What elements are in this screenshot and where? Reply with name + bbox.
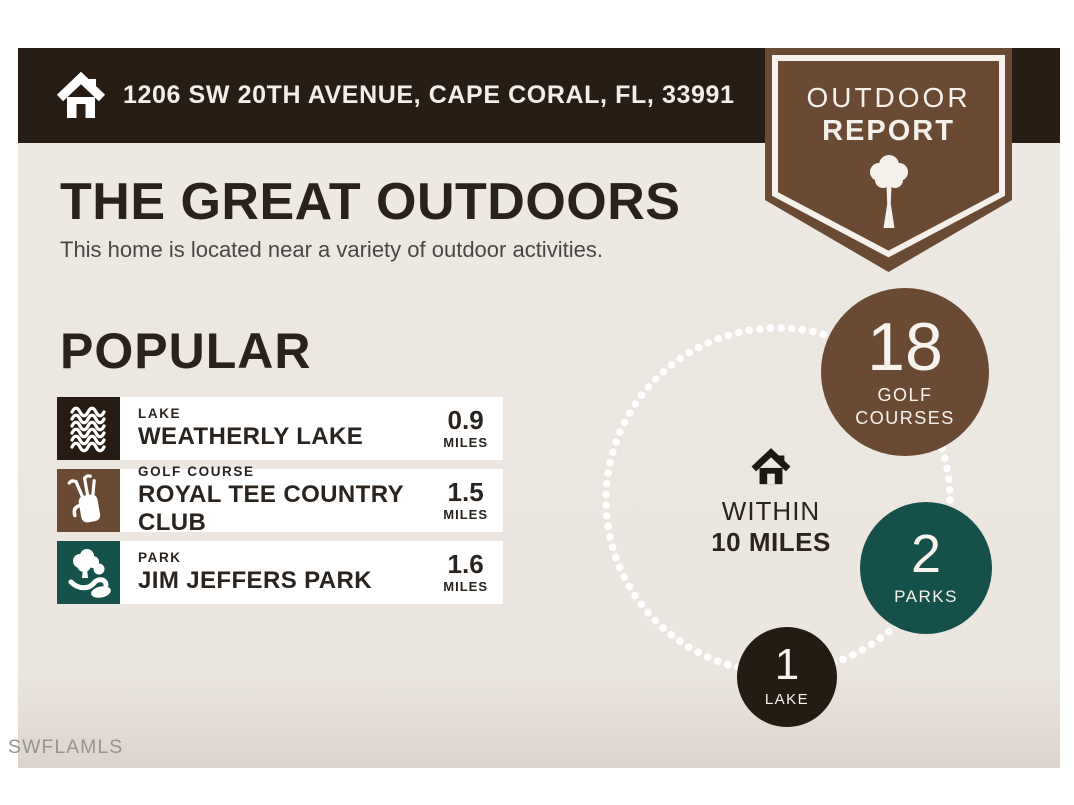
list-item-golf-course: GOLF COURSE ROYAL TEE COUNTRY CLUB 1.5 M… bbox=[57, 464, 503, 536]
headline-section: THE GREAT OUTDOORS This home is located … bbox=[60, 173, 681, 263]
report-card: 1206 SW 20TH AVENUE, CAPE CORAL, FL, 339… bbox=[18, 48, 1060, 768]
golf-bag-icon bbox=[57, 469, 120, 532]
item-distance: 1.5 MILES bbox=[443, 469, 503, 532]
within-line2: 10 MILES bbox=[711, 527, 831, 557]
badge-line2: REPORT bbox=[822, 115, 955, 147]
property-address: 1206 SW 20TH AVENUE, CAPE CORAL, FL, 339… bbox=[123, 81, 735, 109]
tree-icon bbox=[869, 155, 908, 228]
lake-count: 1 bbox=[774, 640, 800, 690]
distance-value: 1.5 bbox=[447, 477, 484, 507]
item-text: GOLF COURSE ROYAL TEE COUNTRY CLUB bbox=[120, 464, 443, 536]
home-icon bbox=[56, 71, 106, 118]
item-category: PARK bbox=[138, 550, 182, 565]
item-name: JIM JEFFERS PARK bbox=[138, 567, 372, 594]
outdoor-report-badge: OUTDOOR REPORT bbox=[765, 48, 1012, 274]
within-line1: WITHIN bbox=[721, 496, 821, 526]
item-text: LAKE WEATHERLY LAKE bbox=[120, 397, 363, 460]
item-category: GOLF COURSE bbox=[138, 464, 255, 479]
waves-icon bbox=[57, 397, 120, 460]
list-item-park: PARK JIM JEFFERS PARK 1.6 MILES bbox=[57, 541, 503, 604]
item-distance: 1.6 MILES bbox=[443, 541, 503, 604]
parks-count: 2 bbox=[910, 524, 942, 585]
popular-heading: POPULAR bbox=[60, 323, 312, 379]
item-distance: 0.9 MILES bbox=[443, 397, 503, 460]
item-category: LAKE bbox=[138, 406, 182, 421]
page-subtitle: This home is located near a variety of o… bbox=[60, 237, 603, 263]
house-icon bbox=[751, 448, 791, 485]
golf-courses-count: 18 bbox=[867, 308, 943, 385]
golf-courses-bubble: 18 GOLF COURSES bbox=[821, 288, 989, 456]
item-name: ROYAL TEE COUNTRY CLUB bbox=[138, 481, 404, 536]
distance-value: 1.6 bbox=[447, 549, 484, 579]
parks-bubble: 2 PARKS bbox=[860, 502, 992, 634]
distance-value: 0.9 bbox=[447, 405, 484, 435]
distance-unit: MILES bbox=[443, 507, 488, 522]
mls-watermark: SWFLAMLS bbox=[8, 736, 124, 758]
badge-text: OUTDOOR REPORT bbox=[765, 82, 1012, 148]
within-radius-label: WITHIN 10 MILES bbox=[681, 447, 861, 558]
page-title: THE GREAT OUTDOORS bbox=[60, 173, 681, 231]
golf-courses-label: GOLF COURSES bbox=[855, 385, 955, 428]
list-item-lake: LAKE WEATHERLY LAKE 0.9 MILES bbox=[57, 397, 503, 460]
item-text: PARK JIM JEFFERS PARK bbox=[120, 541, 372, 604]
item-name: WEATHERLY LAKE bbox=[138, 423, 364, 450]
distance-unit: MILES bbox=[443, 435, 488, 450]
distance-unit: MILES bbox=[443, 579, 488, 594]
lake-bubble: 1 LAKE bbox=[737, 627, 837, 727]
badge-line1: OUTDOOR bbox=[806, 82, 971, 113]
parks-label: PARKS bbox=[894, 586, 958, 606]
popular-list: LAKE WEATHERLY LAKE 0.9 MILES bbox=[57, 397, 503, 604]
park-trees-icon bbox=[57, 541, 120, 604]
lake-label: LAKE bbox=[764, 691, 810, 709]
